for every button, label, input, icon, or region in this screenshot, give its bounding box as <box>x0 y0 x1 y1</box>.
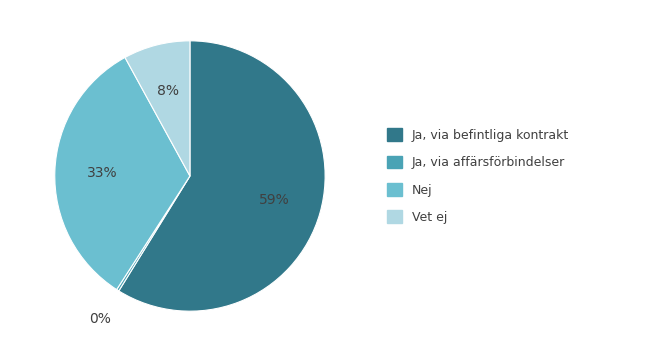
Wedge shape <box>125 41 190 176</box>
Text: 59%: 59% <box>259 193 290 207</box>
Wedge shape <box>55 57 190 290</box>
Wedge shape <box>117 176 190 291</box>
Legend: Ja, via befintliga kontrakt, Ja, via affärsförbindelser, Nej, Vet ej: Ja, via befintliga kontrakt, Ja, via aff… <box>382 123 574 229</box>
Text: 8%: 8% <box>157 84 179 98</box>
Text: 0%: 0% <box>88 312 111 326</box>
Wedge shape <box>119 41 325 311</box>
Text: 33%: 33% <box>87 166 117 180</box>
